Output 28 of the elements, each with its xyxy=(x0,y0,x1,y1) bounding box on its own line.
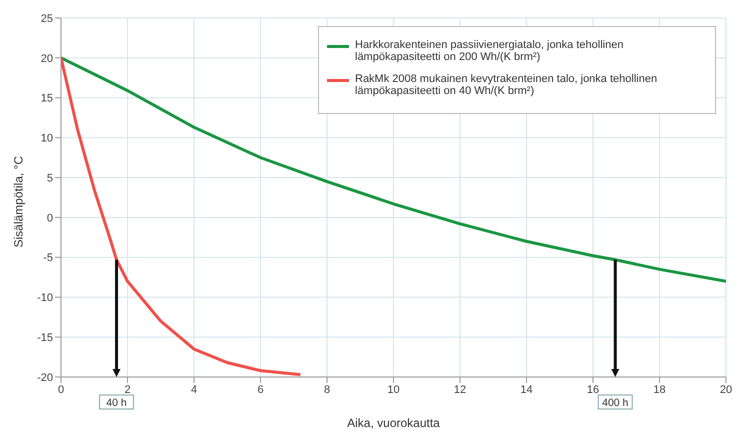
x-tick-label: 6 xyxy=(257,384,264,396)
y-tick-label: 25 xyxy=(40,12,53,25)
x-tick-label: 16 xyxy=(586,384,600,396)
y-tick-label: -5 xyxy=(43,252,53,264)
ref-line-label: 40 h xyxy=(106,397,127,409)
x-tick-label: 20 xyxy=(720,384,732,396)
y-tick-label: 5 xyxy=(46,172,53,184)
y-tick-label: 10 xyxy=(40,132,53,145)
x-tick-label: 12 xyxy=(454,384,466,396)
legend-label: RakMk 2008 mukainen kevytrakenteinen talo, jonka tehollinen lämpökapasiteetti on 40 Wh/(K brm²) xyxy=(355,73,658,97)
y-tick-label: 15 xyxy=(40,92,53,105)
x-tick-label: 18 xyxy=(653,384,666,396)
y-axis-title: Sisälämpötila, °C xyxy=(11,156,26,248)
x-tick-label: 14 xyxy=(520,384,533,396)
y-tick-label: 0 xyxy=(46,212,53,224)
ref-line-label: 400 h xyxy=(602,397,629,409)
line-series xyxy=(61,56,302,376)
x-tick-label: 4 xyxy=(190,384,198,396)
x-tick-label: 2 xyxy=(124,384,131,396)
legend-label: Harkkorakenteinen passiivienergiatalo, jonka tehollinen lämpökapasiteetti on 200 Wh/(K brm²) xyxy=(355,39,624,63)
x-tick-label: 0 xyxy=(58,384,64,396)
y-tick-label: -10 xyxy=(37,292,53,304)
y-tick-label: -15 xyxy=(37,332,53,344)
y-tick-label: -20 xyxy=(37,372,53,384)
x-tick-label: 10 xyxy=(387,384,400,396)
y-tick-label: 20 xyxy=(40,52,53,65)
x-tick-label: 8 xyxy=(324,384,330,396)
x-axis-title: Aika, vuorokautta xyxy=(347,416,440,430)
